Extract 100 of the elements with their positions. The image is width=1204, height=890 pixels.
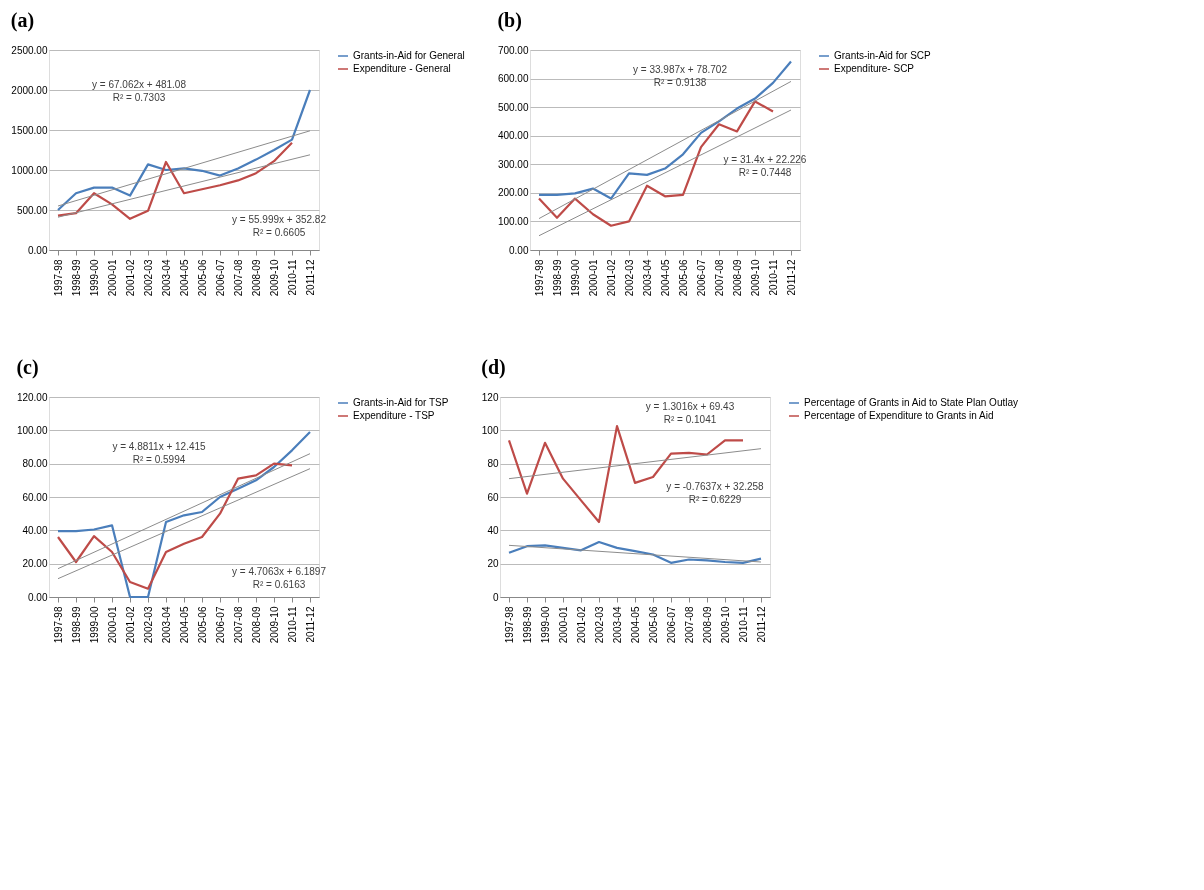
x-tick-label: 1999-00 bbox=[88, 259, 100, 297]
y-tick-label: 100.00 bbox=[16, 424, 48, 436]
x-tick-label: 1999-00 bbox=[569, 259, 581, 297]
x-tick-label: 2007-08 bbox=[683, 606, 695, 644]
y-tick-label: 700.00 bbox=[497, 44, 529, 56]
annotation: y = 31.4x + 22.226 R² = 0.7448 bbox=[723, 154, 807, 178]
x-tick-label: 2011-12 bbox=[304, 259, 316, 296]
x-tick-label: 2000-01 bbox=[587, 259, 599, 297]
legend-label: Expenditure- SCP bbox=[834, 63, 915, 74]
y-tick-label: 200.00 bbox=[497, 187, 529, 199]
x-tick-label: 2011-12 bbox=[785, 259, 797, 296]
y-tick-label: 60 bbox=[487, 491, 499, 503]
y-tick-label: 100 bbox=[481, 424, 499, 436]
annotation: y = 33.987x + 78.702 R² = 0.9138 bbox=[633, 64, 728, 88]
y-tick-label: 0.00 bbox=[509, 244, 529, 256]
x-tick-label: 2010-11 bbox=[737, 606, 749, 643]
annotation: y = 55.999x + 352.82 R² = 0.6605 bbox=[232, 214, 327, 238]
legend-label: Percentage of Grants in Aid to State Plan Outlay bbox=[804, 397, 1019, 408]
x-tick-label: 2001-02 bbox=[124, 606, 136, 644]
annotation: y = 4.7063x + 6.1897 R² = 0.6163 bbox=[232, 566, 327, 590]
legend-label: Grants-in-Aid for SCP bbox=[834, 50, 932, 61]
x-tick-label: 2008-09 bbox=[250, 259, 262, 297]
x-tick-label: 2005-06 bbox=[196, 259, 208, 297]
x-tick-label: 1999-00 bbox=[88, 606, 100, 644]
x-tick-label: 1997-98 bbox=[533, 259, 545, 297]
y-tick-label: 0.00 bbox=[28, 591, 48, 603]
x-tick-label: 2003-04 bbox=[611, 606, 623, 644]
annotation: y = 67.062x + 481.08 R² = 0.7303 bbox=[92, 79, 187, 103]
y-tick-label: 2500.00 bbox=[11, 44, 48, 56]
y-tick-label: 1000.00 bbox=[11, 164, 48, 176]
x-tick-label: 2001-02 bbox=[124, 259, 136, 297]
y-tick-label: 100.00 bbox=[497, 215, 529, 227]
y-tick-label: 300.00 bbox=[497, 158, 529, 170]
x-tick-label: 2002-03 bbox=[142, 259, 154, 297]
y-tick-label: 60.00 bbox=[22, 491, 48, 503]
annotation: y = 4.8811x + 12.415 R² = 0.5994 bbox=[112, 441, 207, 465]
x-tick-label: 2000-01 bbox=[106, 606, 118, 644]
chart-title: (a) bbox=[10, 9, 35, 32]
x-tick-label: 2006-07 bbox=[665, 606, 677, 644]
x-tick-label: 2006-07 bbox=[214, 606, 226, 644]
legend-label: Expenditure - TSP bbox=[353, 410, 435, 421]
annotation: y = 1.3016x + 69.43 R² = 0.1041 bbox=[645, 401, 735, 425]
x-tick-label: 2007-08 bbox=[232, 606, 244, 644]
x-tick-label: 2000-01 bbox=[557, 606, 569, 644]
x-tick-label: 2008-09 bbox=[250, 606, 262, 644]
legend-label: Grants-in-Aid for General bbox=[353, 50, 465, 61]
x-tick-label: 2011-12 bbox=[304, 606, 316, 643]
x-tick-label: 1999-00 bbox=[539, 606, 551, 644]
legend-label: Grants-in-Aid for TSP bbox=[353, 397, 449, 408]
chart-title: (d) bbox=[481, 356, 506, 379]
x-tick-label: 2010-11 bbox=[286, 259, 298, 296]
x-tick-label: 1998-99 bbox=[70, 259, 82, 297]
y-tick-label: 600.00 bbox=[497, 73, 529, 85]
x-tick-label: 2001-02 bbox=[575, 606, 587, 644]
x-tick-label: 2003-04 bbox=[160, 259, 172, 297]
x-tick-label: 2005-06 bbox=[196, 606, 208, 644]
x-tick-label: 2005-06 bbox=[647, 606, 659, 644]
y-tick-label: 500.00 bbox=[497, 101, 529, 113]
y-tick-label: 80.00 bbox=[22, 458, 48, 470]
y-tick-label: 120.00 bbox=[16, 391, 48, 403]
x-tick-label: 2001-02 bbox=[605, 259, 617, 297]
x-tick-label: 1998-99 bbox=[70, 606, 82, 644]
annotation: y = -0.7637x + 32.258 R² = 0.6229 bbox=[666, 481, 765, 505]
x-tick-label: 2006-07 bbox=[695, 259, 707, 297]
legend-label: Expenditure - General bbox=[353, 63, 451, 74]
y-tick-label: 40.00 bbox=[22, 524, 48, 536]
x-tick-label: 2002-03 bbox=[142, 606, 154, 644]
x-tick-label: 1997-98 bbox=[52, 606, 64, 644]
y-tick-label: 20 bbox=[487, 558, 499, 570]
y-tick-label: 500.00 bbox=[16, 204, 48, 216]
x-tick-label: 2007-08 bbox=[713, 259, 725, 297]
x-tick-label: 2006-07 bbox=[214, 259, 226, 297]
x-tick-label: 2002-03 bbox=[623, 259, 635, 297]
y-tick-label: 0 bbox=[492, 591, 499, 603]
y-tick-label: 0.00 bbox=[28, 244, 48, 256]
x-tick-label: 2011-12 bbox=[755, 606, 767, 643]
x-tick-label: 1998-99 bbox=[521, 606, 533, 644]
x-tick-label: 1998-99 bbox=[551, 259, 563, 297]
y-tick-label: 20.00 bbox=[22, 558, 48, 570]
x-tick-label: 2004-05 bbox=[178, 606, 190, 644]
y-tick-label: 120 bbox=[481, 391, 499, 403]
x-tick-label: 2009-10 bbox=[749, 259, 761, 297]
x-tick-label: 1997-98 bbox=[503, 606, 515, 644]
x-tick-label: 2000-01 bbox=[106, 259, 118, 297]
x-tick-label: 2009-10 bbox=[268, 606, 280, 644]
chart-title: (c) bbox=[16, 356, 39, 379]
x-tick-label: 1997-98 bbox=[52, 259, 64, 297]
x-tick-label: 2004-05 bbox=[629, 606, 641, 644]
y-tick-label: 400.00 bbox=[497, 130, 529, 142]
x-tick-label: 2008-09 bbox=[731, 259, 743, 297]
x-tick-label: 2010-11 bbox=[286, 606, 298, 643]
x-tick-label: 2003-04 bbox=[641, 259, 653, 297]
x-tick-label: 2010-11 bbox=[767, 259, 779, 296]
x-tick-label: 2008-09 bbox=[701, 606, 713, 644]
x-tick-label: 2003-04 bbox=[160, 606, 172, 644]
x-tick-label: 2009-10 bbox=[719, 606, 731, 644]
legend-label: Percentage of Expenditure to Grants in Aid bbox=[804, 410, 994, 421]
x-tick-label: 2004-05 bbox=[659, 259, 671, 297]
y-tick-label: 1500.00 bbox=[11, 124, 48, 136]
x-tick-label: 2004-05 bbox=[178, 259, 190, 297]
